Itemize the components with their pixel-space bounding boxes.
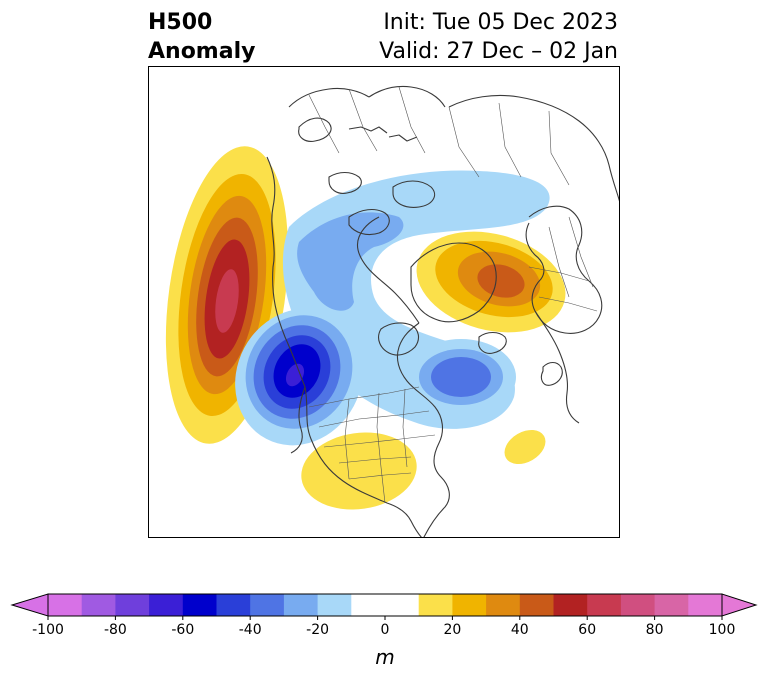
negative-anomaly-north-atlantic: [406, 339, 516, 415]
colorbar-swatch: [351, 594, 386, 616]
positive-anomaly-central-atlantic: [504, 429, 546, 465]
colorbar-swatch: [283, 594, 319, 616]
colorbar-swatch: [654, 594, 689, 616]
colorbar-tick-label: -100: [32, 622, 64, 638]
colorbar-swatch: [250, 594, 285, 616]
colorbar-swatch: [48, 594, 83, 616]
colorbar-swatch: [216, 594, 251, 616]
positive-anomaly-northern-europe: [416, 231, 566, 333]
map-dates: Init: Tue 05 Dec 2023 Valid: 27 Dec – 02…: [379, 8, 618, 66]
colorbar-svg: -100 -80 -60 -40 -20 0 20 40 60 80 100 m: [10, 593, 758, 669]
negative-anomaly-western-canada: [235, 308, 363, 446]
colorbar-swatch: [81, 594, 116, 616]
colorbar-unit-label: m: [375, 645, 394, 669]
valid-range: Valid: 27 Dec – 02 Jan: [379, 39, 618, 64]
colorbar-swatch: [486, 594, 521, 616]
positive-anomaly-southern-us: [301, 432, 417, 510]
colorbar: -100 -80 -60 -40 -20 0 20 40 60 80 100 m: [0, 588, 768, 684]
colorbar-tick-label: -20: [306, 622, 329, 638]
map-title: H500 Anomaly: [148, 8, 255, 66]
colorbar-swatch: [317, 594, 352, 616]
map-canvas: [165, 85, 619, 537]
colorbar-arrow-right: [721, 593, 758, 617]
coastlines: [266, 85, 619, 537]
colorbar-swatch: [519, 594, 554, 616]
colorbar-tick-label: 40: [511, 622, 529, 638]
anomaly-map: [148, 66, 620, 538]
colorbar-swatch: [452, 594, 487, 616]
colorbar-tick-label: 100: [709, 622, 736, 638]
init-date: Init: Tue 05 Dec 2023: [383, 10, 618, 35]
colorbar-tick-label: 20: [443, 622, 461, 638]
colorbar-tick-label: 80: [646, 622, 664, 638]
borders: [308, 86, 598, 504]
colorbar-tick-label: -40: [239, 622, 262, 638]
title-field: Anomaly: [148, 39, 256, 64]
colorbar-swatch: [385, 594, 420, 616]
colorbar-swatch: [149, 594, 184, 616]
colorbar-tick-label: -60: [171, 622, 194, 638]
colorbar-swatch: [115, 594, 150, 616]
colorbar-tick-label: 60: [578, 622, 596, 638]
colorbar-swatch: [553, 594, 588, 616]
colorbar-tick-label: 0: [381, 622, 390, 638]
colorbar-swatch: [587, 594, 622, 616]
colorbar-swatch: [688, 594, 723, 616]
title-variable: H500: [148, 10, 213, 35]
colorbar-swatch: [418, 594, 453, 616]
colorbar-swatch: [620, 594, 656, 616]
colorbar-swatch: [182, 594, 217, 616]
colorbar-arrow-left: [10, 593, 49, 617]
colorbar-tick-label: -80: [104, 622, 127, 638]
